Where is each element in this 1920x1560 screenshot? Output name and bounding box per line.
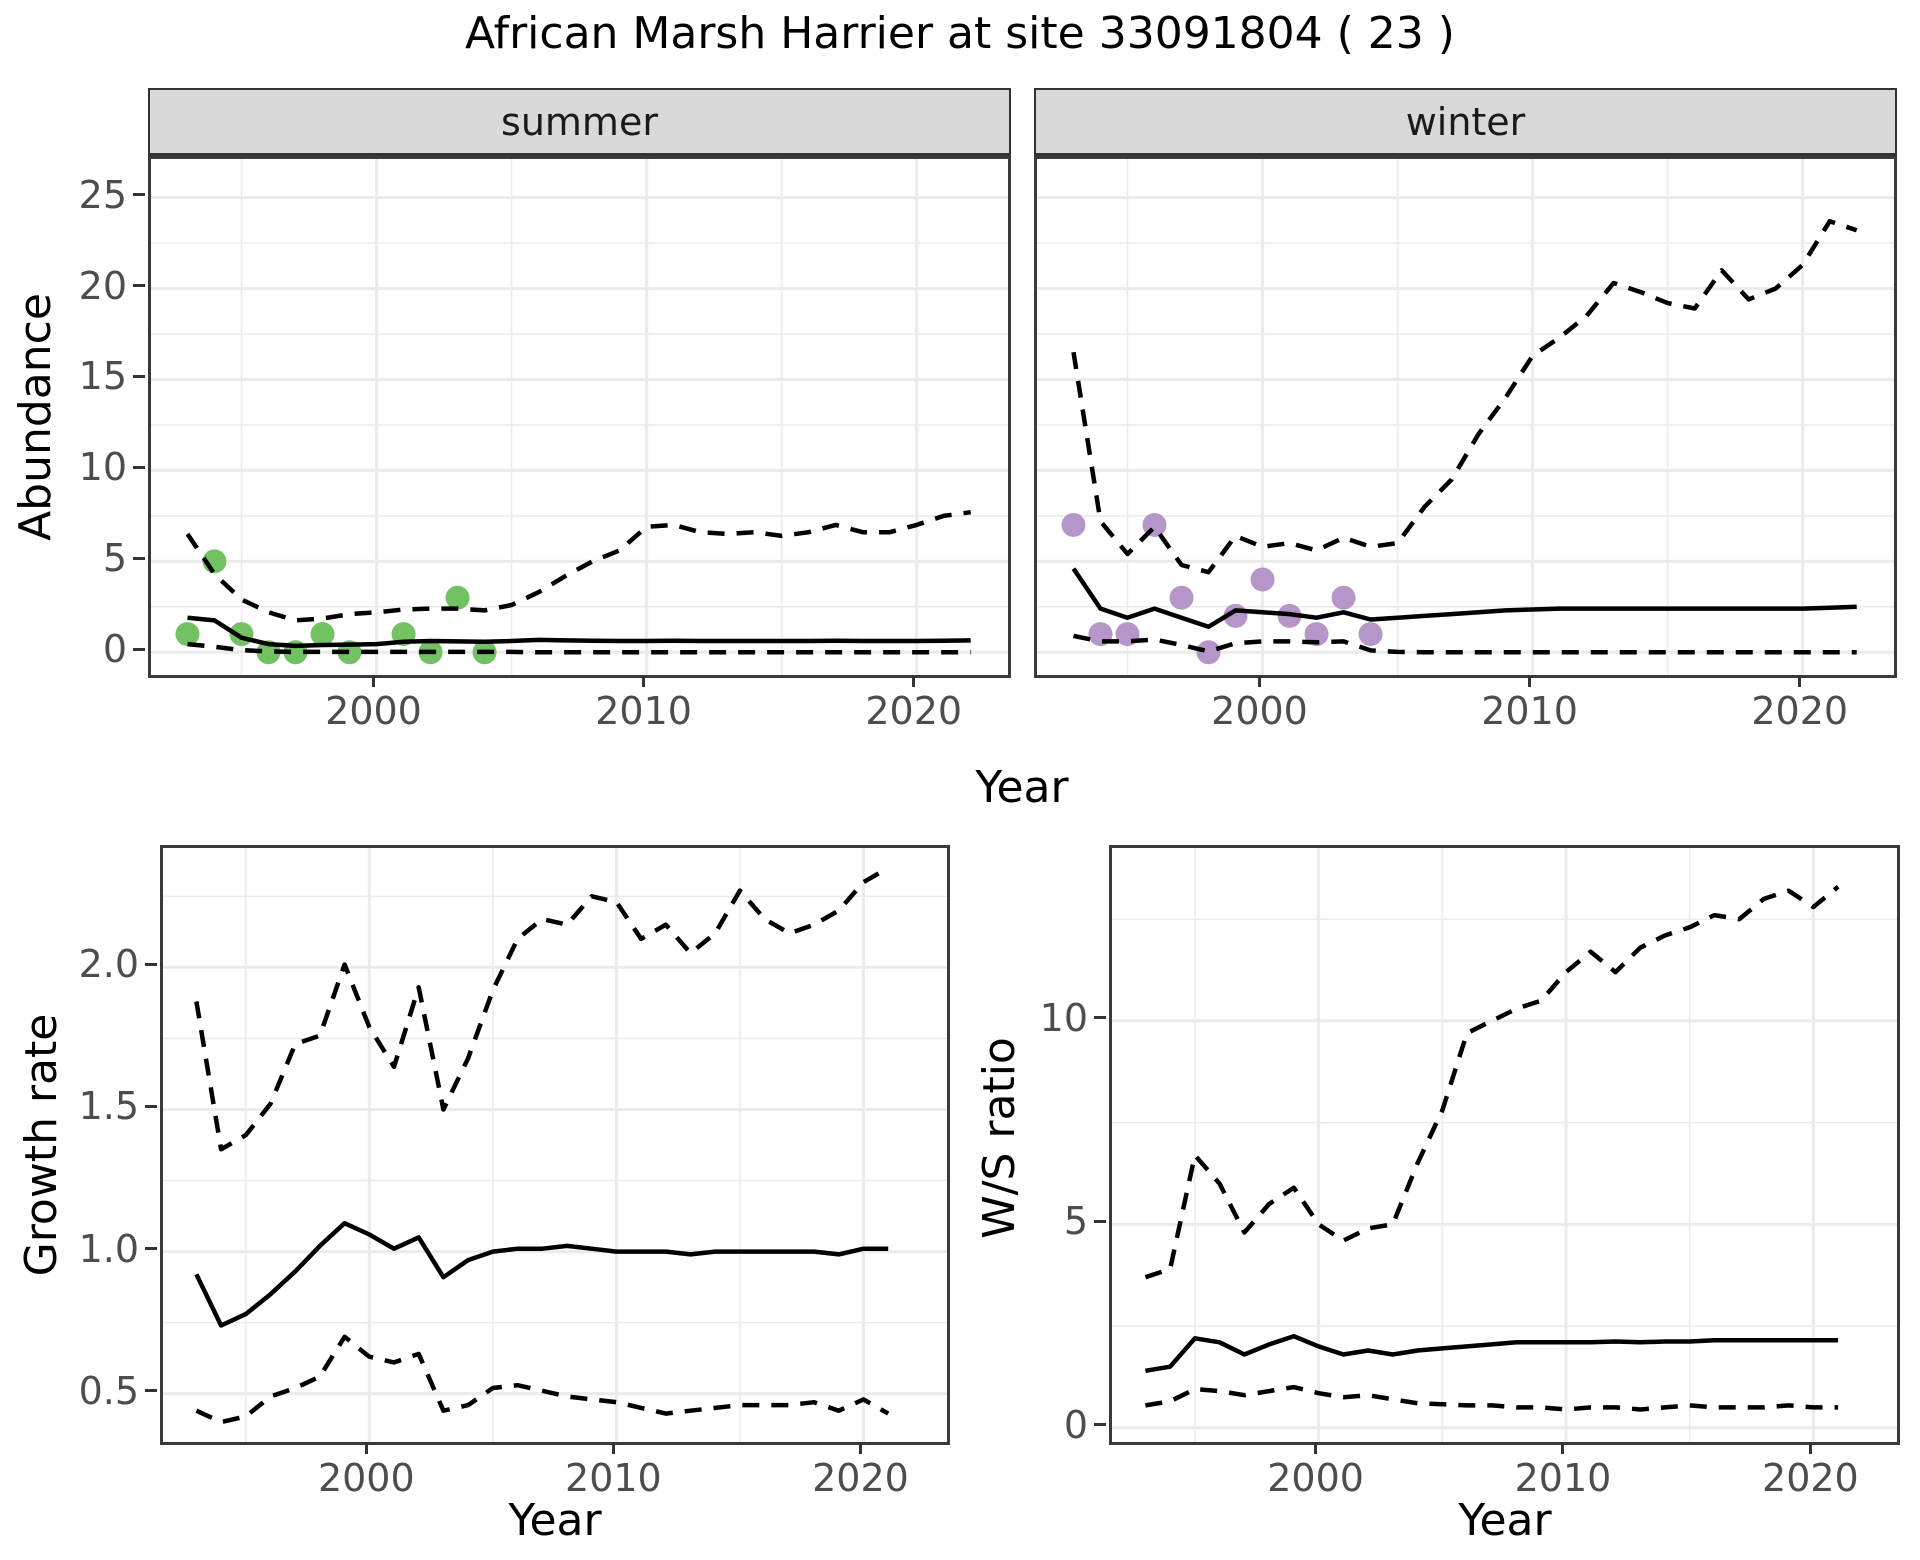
x-tick-label: 2000 <box>1211 689 1308 733</box>
x-tick-label: 2010 <box>595 689 692 733</box>
x-tick-mark <box>1528 675 1532 687</box>
facet-strip-summer-label: summer <box>501 99 658 144</box>
x-tick-mark <box>642 675 646 687</box>
data-point-observed-summer-counts <box>445 585 470 610</box>
x-tick-label: 2000 <box>325 689 422 733</box>
x-tick-mark <box>372 675 376 687</box>
y-tick-label: 0 <box>102 627 127 672</box>
growth-rate-plot <box>163 848 947 1442</box>
y-tick-label: 10 <box>78 445 127 490</box>
series-upper-95ci <box>1144 884 1840 1280</box>
x-tick-mark <box>364 1442 368 1454</box>
x-tick-label: 2000 <box>317 1456 415 1500</box>
y-tick-mark <box>1094 1423 1106 1427</box>
y-tick-label: 5 <box>102 536 127 581</box>
y-tick-label: 25 <box>78 172 127 217</box>
x-tick-mark <box>1561 1442 1565 1454</box>
x-tick-mark <box>1808 1442 1812 1454</box>
y-tick-label: 0 <box>1063 1402 1088 1447</box>
data-point-observed-winter-counts <box>1250 567 1275 592</box>
series-median <box>187 615 971 649</box>
series-lower-95ci <box>1145 1384 1839 1412</box>
y-tick-label: 1.5 <box>78 1084 139 1129</box>
data-point-observed-summer-counts <box>310 622 335 647</box>
y-tick-mark <box>133 556 145 560</box>
facet-strip-summer: summer <box>148 88 1011 156</box>
y-tick-mark <box>145 1247 157 1251</box>
panel-abundance-winter <box>1034 156 1897 678</box>
series-median <box>1145 1333 1839 1374</box>
x-tick-label: 2010 <box>565 1456 662 1500</box>
series-upper-95ci <box>185 509 972 623</box>
panel-growth-rate <box>160 845 950 1445</box>
x-axis-title-top: Year <box>975 762 1069 813</box>
x-tick-mark <box>1314 1442 1318 1454</box>
y-tick-mark <box>133 193 145 197</box>
panel-abundance-summer <box>148 156 1011 678</box>
y-tick-label: 0.5 <box>78 1368 139 1413</box>
y-tick-mark <box>133 374 145 378</box>
y-tick-mark <box>133 465 145 469</box>
data-point-observed-winter-counts <box>1358 622 1383 647</box>
series-upper-95ci <box>1071 218 1858 575</box>
y-tick-mark <box>1094 1219 1106 1223</box>
y-tick-mark <box>145 962 157 966</box>
y-axis-title-ws-ratio: W/S ratio <box>974 1037 1025 1239</box>
y-tick-label: 20 <box>78 263 127 308</box>
x-tick-mark <box>1258 675 1262 687</box>
abundance-summer-plot <box>151 159 1008 675</box>
series-median <box>194 1220 889 1328</box>
y-tick-mark <box>133 647 145 651</box>
series-upper-95ci <box>194 865 890 1152</box>
x-tick-label: 2020 <box>865 689 963 733</box>
x-tick-mark <box>611 1442 615 1454</box>
x-tick-label: 2010 <box>1481 689 1578 733</box>
data-point-observed-winter-counts <box>1169 585 1194 610</box>
data-point-observed-winter-counts <box>1331 585 1356 610</box>
y-tick-mark <box>133 284 145 287</box>
series-lower-95ci <box>195 1334 890 1425</box>
y-axis-title-growth-rate: Growth rate <box>16 1013 67 1277</box>
y-tick-label: 10 <box>1039 995 1088 1040</box>
x-tick-mark <box>858 1442 862 1454</box>
x-tick-mark <box>1798 675 1802 687</box>
y-tick-mark <box>1094 1016 1106 1020</box>
abundance-winter-plot <box>1037 159 1894 675</box>
x-tick-label: 2020 <box>1762 1456 1859 1500</box>
plot-title: African Marsh Harrier at site 33091804 (… <box>465 8 1455 59</box>
x-tick-mark <box>912 675 916 687</box>
data-point-observed-winter-counts <box>1061 512 1086 537</box>
ws-ratio-plot <box>1112 848 1897 1442</box>
data-point-observed-summer-counts <box>175 622 200 647</box>
y-tick-mark <box>145 1104 157 1108</box>
x-axis-title-growth-rate: Year <box>508 1495 602 1546</box>
x-tick-label: 2020 <box>1751 689 1849 733</box>
y-tick-label: 1.0 <box>78 1226 139 1271</box>
data-point-observed-winter-counts <box>1196 640 1221 665</box>
facet-strip-winter-label: winter <box>1405 99 1526 144</box>
series-lower-95ci <box>1073 633 1857 655</box>
panel-ws-ratio <box>1109 845 1900 1445</box>
x-tick-label: 2010 <box>1514 1456 1612 1500</box>
facet-strip-winter: winter <box>1034 88 1897 156</box>
x-tick-label: 2020 <box>812 1456 909 1500</box>
y-tick-label: 5 <box>1063 1199 1088 1244</box>
series-median <box>1071 567 1857 630</box>
y-tick-label: 2.0 <box>78 942 139 987</box>
y-tick-label: 15 <box>78 354 127 399</box>
series-lower-95ci <box>187 641 971 655</box>
x-tick-label: 2000 <box>1267 1456 1364 1500</box>
x-axis-title-ws-ratio: Year <box>1458 1495 1552 1546</box>
y-tick-mark <box>145 1389 157 1393</box>
